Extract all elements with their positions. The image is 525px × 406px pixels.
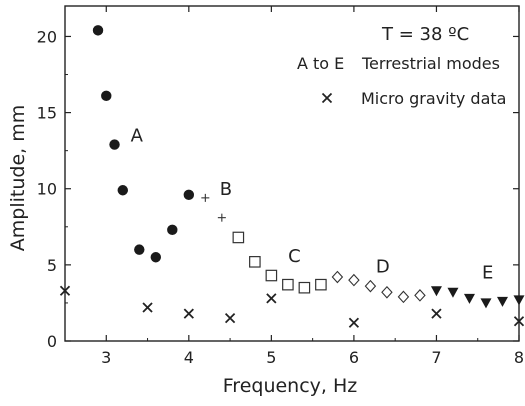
x-tick-label: 6 (349, 348, 359, 367)
x-tick-label: 5 (266, 348, 276, 367)
point-square (315, 278, 327, 291)
point-x (142, 302, 153, 313)
x-stroke-b (348, 317, 360, 328)
x-tick-label: 7 (431, 348, 441, 367)
point-circle (183, 189, 195, 201)
point-circle (92, 25, 104, 36)
x-stroke-b (183, 308, 194, 319)
point-circle (167, 224, 178, 236)
series-mode-c (232, 231, 327, 294)
legend-x-marker (321, 92, 333, 104)
x-stroke-b (513, 316, 525, 327)
point-diamond (381, 285, 393, 299)
y-tick-label: 15 (37, 104, 57, 123)
mode-label-b: B (220, 179, 232, 200)
x-stroke-b (59, 285, 71, 296)
point-square (298, 281, 311, 294)
point-square (232, 231, 245, 244)
point-x (321, 92, 333, 104)
y-tick-label: 20 (37, 27, 57, 46)
x-tick-label: 8 (514, 348, 524, 367)
x-stroke-b (321, 92, 333, 104)
plot-frame (64, 5, 520, 342)
mode-label-c: C (288, 246, 301, 267)
point-x (266, 293, 277, 304)
point-triangle-down (513, 295, 525, 306)
series-mode-e (430, 286, 525, 309)
x-stroke-b (142, 302, 153, 313)
y-tick-label: 10 (37, 180, 57, 199)
point-triangle-down (430, 286, 442, 297)
point-plus (201, 193, 210, 202)
series-mode-d (331, 270, 426, 304)
modes-legend-label: Terrestrial modes (361, 54, 500, 73)
point-square (249, 256, 261, 268)
series-mode-a (92, 25, 195, 263)
point-x (431, 308, 442, 319)
point-x (183, 308, 194, 319)
point-plus (217, 213, 226, 222)
mode-label-e: E (482, 263, 493, 284)
point-diamond (364, 279, 377, 293)
mode-label-a: A (131, 126, 144, 147)
point-triangle-down (480, 298, 492, 309)
microgravity-legend-label: Micro gravity data (361, 89, 506, 108)
y-axis-label: Amplitude, mm (7, 105, 29, 251)
x-stroke-b (224, 313, 236, 324)
point-x (513, 316, 525, 327)
annotations: T = 38 ºC A to E Terrestrial modes Micro… (7, 24, 506, 397)
axes: 3 4 5 6 7 8 0 5 10 15 20 (37, 5, 524, 367)
modes-prefix-label: A to E (297, 54, 344, 73)
point-circle (134, 244, 145, 255)
x-tick-label: 4 (184, 348, 194, 367)
point-diamond (414, 289, 426, 302)
x-axis-label: Frequency, Hz (223, 375, 358, 397)
point-circle (117, 185, 128, 196)
x-stroke-b (431, 308, 442, 319)
point-x (59, 285, 71, 296)
x-tick-label: 3 (101, 348, 111, 367)
y-tick-label: 5 (47, 256, 57, 275)
series-mode-b (201, 193, 226, 222)
series-micro-gravity (59, 285, 525, 328)
point-square (265, 269, 278, 282)
point-x (348, 317, 360, 328)
point-triangle-down (496, 296, 508, 307)
point-circle (150, 252, 161, 263)
mode-label-d: D (376, 256, 390, 277)
data-marks (59, 25, 525, 328)
temperature-annotation: T = 38 ºC (381, 24, 469, 45)
point-triangle-down (463, 293, 475, 304)
point-diamond (397, 290, 410, 304)
point-diamond (348, 273, 360, 287)
y-tick-label: 0 (47, 332, 57, 351)
x-stroke-b (266, 293, 277, 304)
point-square (282, 278, 294, 291)
point-x (224, 313, 236, 324)
point-circle (101, 90, 112, 102)
point-circle (109, 139, 120, 150)
point-diamond (331, 270, 344, 284)
point-triangle-down (447, 287, 459, 298)
